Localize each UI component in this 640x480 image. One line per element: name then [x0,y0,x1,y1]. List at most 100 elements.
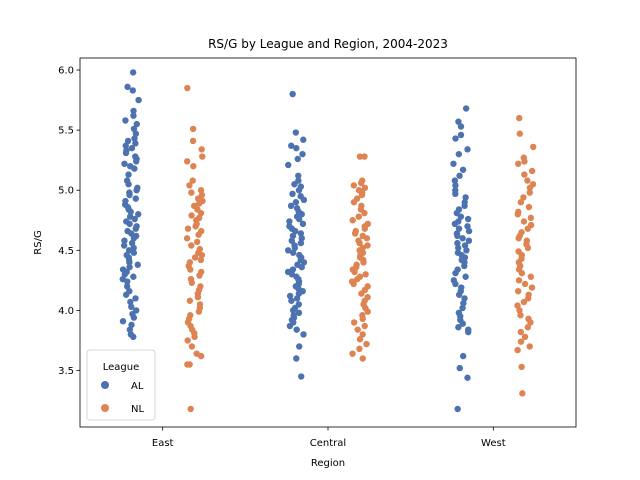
data-point-al-east [128,303,135,310]
data-point-nl-east [198,251,206,259]
data-point-nl-west [520,194,527,201]
y-tick-label: 3.5 [58,366,74,377]
data-point-nl-west [516,114,523,122]
data-point-nl-east [195,231,202,238]
data-point-al-east [125,247,133,254]
data-point-al-central [287,202,295,210]
data-point-nl-east [188,212,195,219]
chart-title: RS/G by League and Region, 2004-2023 [208,37,448,51]
data-point-al-central [293,355,300,362]
data-point-al-east [127,298,134,306]
data-point-al-east [128,230,135,237]
data-point-al-west [465,227,473,235]
data-point-nl-west [526,184,534,192]
data-point-nl-west [521,158,528,165]
data-point-al-east [130,107,137,115]
data-point-al-east [130,273,137,280]
data-point-nl-central [361,209,368,217]
data-point-nl-east [193,238,201,246]
data-point-nl-west [526,189,533,196]
legend-label-nl: NL [131,404,144,415]
data-point-nl-east [188,343,196,350]
data-point-al-east [126,259,133,266]
data-point-al-west [455,225,463,232]
data-point-al-west [454,239,461,247]
x-axis-label: Region [311,458,345,469]
data-point-al-east [121,160,128,167]
data-point-al-west [452,190,459,198]
data-point-al-west [455,244,462,252]
data-point-al-west [464,215,472,223]
data-point-nl-west [527,319,534,326]
data-point-nl-central [361,225,368,232]
data-point-nl-west [527,273,535,280]
data-point-nl-west [516,307,523,314]
data-point-al-east [126,220,133,228]
data-point-nl-east [198,146,205,153]
data-point-nl-west [521,280,529,288]
data-point-al-central [288,237,295,244]
data-point-al-west [452,182,459,189]
data-point-nl-central [356,239,363,247]
data-point-nl-central [363,340,370,348]
data-point-al-east [133,187,140,194]
data-point-nl-central [354,326,361,333]
data-points [119,69,537,413]
data-point-al-central [288,297,295,304]
data-point-al-east [126,263,133,271]
data-point-al-central [289,190,296,198]
data-point-nl-east [191,254,199,261]
data-point-al-central [293,326,300,333]
data-point-al-east [123,283,131,290]
data-point-al-central [296,343,303,350]
y-tick-label: 4.0 [58,306,74,317]
data-point-al-east [130,314,138,321]
data-point-al-east [132,195,139,202]
data-point-al-central [300,136,307,143]
data-point-nl-central [362,271,369,278]
data-point-nl-central [363,235,371,242]
data-point-al-central [286,322,294,330]
data-point-al-west [462,273,469,280]
data-point-al-east [128,239,136,247]
data-point-al-east [126,191,133,199]
data-point-al-west [463,247,470,254]
legend-label-al: AL [131,381,144,392]
data-point-al-east [132,158,140,165]
data-point-nl-central [360,259,367,266]
data-point-nl-east [189,125,197,133]
data-point-nl-west [521,171,528,178]
data-point-al-west [455,324,462,331]
data-point-al-west [456,172,463,179]
data-point-nl-west [528,284,536,291]
data-point-al-central [295,187,303,194]
data-point-al-west [461,295,468,302]
data-point-al-east [132,140,139,147]
data-point-al-central [289,249,297,256]
data-point-al-west [465,328,472,336]
data-point-al-central [291,244,299,252]
data-point-al-east [122,149,130,157]
data-point-nl-east [184,337,191,344]
data-point-nl-west [530,143,537,151]
data-point-al-central [295,172,302,179]
data-point-al-east [130,333,137,341]
data-point-al-west [451,220,459,228]
data-point-nl-east [194,293,202,301]
data-point-al-central [298,373,305,380]
data-point-nl-east [184,225,192,232]
data-point-nl-west [517,328,524,336]
data-point-nl-west [514,287,522,295]
data-point-al-central [289,232,297,240]
y-tick-label: 5.5 [58,126,74,137]
data-point-nl-central [350,280,357,288]
data-point-al-east [125,181,132,188]
data-point-al-east [127,208,134,216]
data-point-al-west [459,320,466,327]
data-point-nl-west [519,390,526,397]
data-point-al-west [461,202,468,210]
data-point-al-east [132,130,140,137]
data-point-al-central [300,259,308,266]
data-point-al-central [289,90,296,98]
